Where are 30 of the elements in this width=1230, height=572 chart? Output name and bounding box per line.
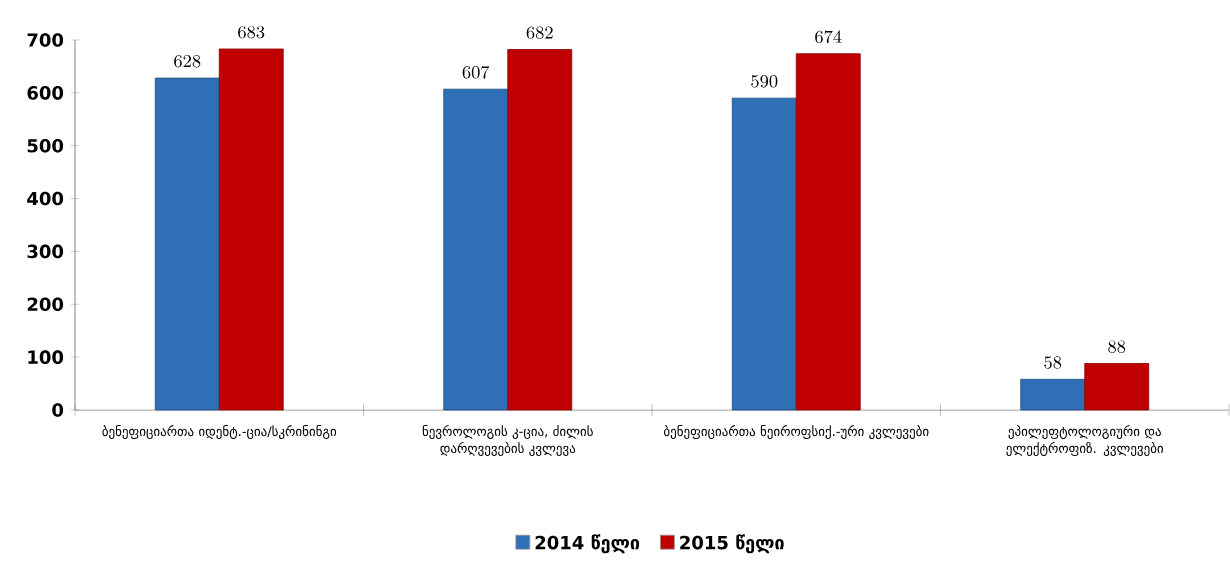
data-label: 674 xyxy=(815,30,842,44)
legend-label: 2015 წელი xyxy=(680,534,784,554)
data-label: 682 xyxy=(526,26,553,39)
y-tick-label: 400 xyxy=(27,191,64,206)
data-label: 590 xyxy=(751,75,778,88)
bar xyxy=(218,48,284,411)
data-label: 683 xyxy=(238,25,265,39)
bar xyxy=(1084,363,1150,411)
bar xyxy=(507,49,573,411)
y-tick-label: 200 xyxy=(27,297,64,312)
data-label: 88 xyxy=(1108,340,1126,353)
y-tick-label: 700 xyxy=(27,33,64,47)
x-tick-label: ეპილეფტოლოგიური და ელექტროფიზ. კვლევები xyxy=(1006,425,1164,456)
bar xyxy=(154,77,220,411)
y-tick-label: 600 xyxy=(27,86,64,100)
bar xyxy=(1020,378,1086,411)
data-label: 58 xyxy=(1044,356,1062,369)
legend-label: 2014 წელი xyxy=(535,534,640,554)
bar xyxy=(795,53,861,411)
x-tick-label: ნევროლოგის კ-ცია, ძილის დარღვევების კვლევა xyxy=(422,425,593,456)
bar xyxy=(443,88,509,411)
bar xyxy=(731,97,797,411)
y-tick-label: 0 xyxy=(52,403,64,417)
data-label: 607 xyxy=(462,65,490,79)
y-tick-label: 300 xyxy=(27,244,64,259)
x-tick-label: ბენეფიციართა ნეიროფსიქ.-ური კვლევები xyxy=(664,425,929,440)
y-tick-label: 500 xyxy=(27,138,64,153)
x-tick-label: ბენეფიციართა იდენტ.-ცია/სკრინინგი xyxy=(102,425,337,440)
y-tick-label: 100 xyxy=(28,350,64,364)
data-label: 628 xyxy=(174,55,201,68)
